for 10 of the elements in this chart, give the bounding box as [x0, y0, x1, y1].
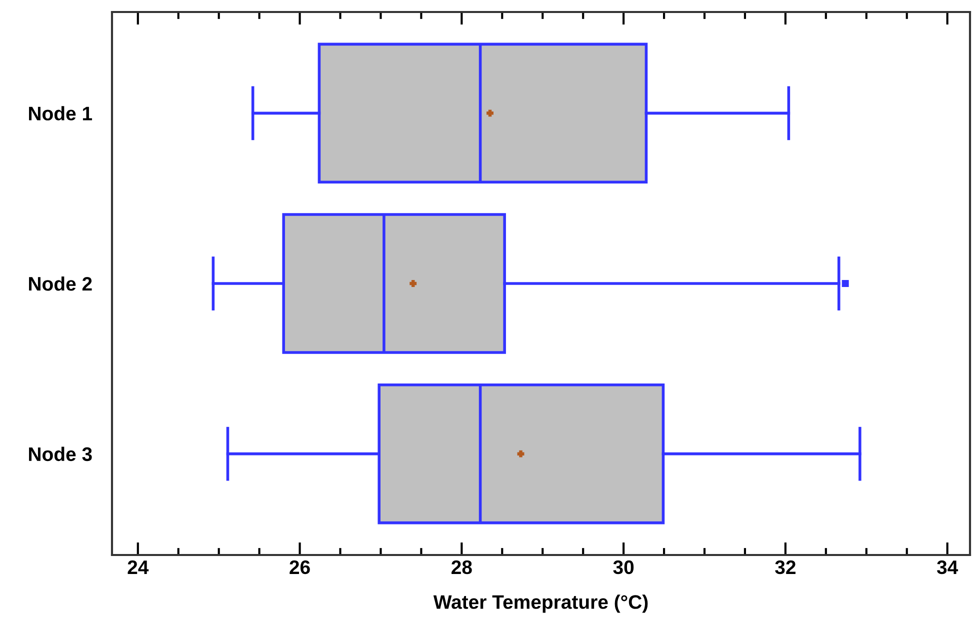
x-axis-title: Water Temeprature (°C)	[433, 594, 648, 613]
x-tick-label: 28	[452, 560, 472, 574]
y-tick-label: Node 3	[29, 446, 92, 462]
y-tick-label: Node 2	[29, 276, 92, 291]
x-tick-label: 32	[775, 560, 796, 574]
x-tick-label: 24	[128, 560, 149, 574]
y-tick-label: Node 1	[29, 106, 92, 120]
x-tick-label: 26	[290, 560, 310, 574]
x-tick-label: 30	[613, 560, 634, 574]
x-tick-label: 34	[936, 560, 958, 574]
